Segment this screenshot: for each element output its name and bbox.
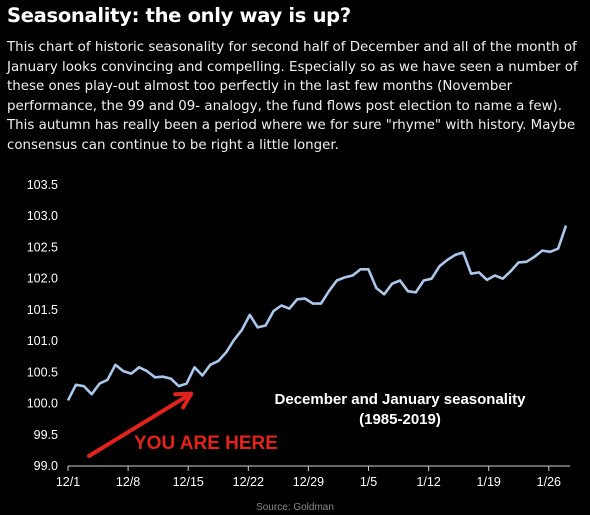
x-tick-label: 12/22 [233, 475, 264, 489]
headline: Seasonality: the only way is up? [7, 4, 351, 27]
x-tick-label: 1/5 [360, 475, 377, 489]
y-tick-label: 101.5 [27, 303, 58, 317]
y-tick-label: 102.0 [27, 272, 58, 286]
y-tick-label: 102.5 [27, 240, 58, 254]
y-tick-label: 99.5 [34, 428, 58, 442]
chart-svg: 103.5 103.0 102.5 102.0 101.5 101.0 100.5 100.0… [27, 178, 570, 513]
x-tick-label: 12/8 [116, 475, 140, 489]
x-tick-label: 12/1 [56, 475, 80, 489]
y-tick-label: 101.0 [27, 334, 58, 348]
x-tick-label: 1/26 [537, 475, 561, 489]
x-tick-label: 1/12 [416, 475, 440, 489]
x-tick-label: 12/15 [173, 475, 204, 489]
source-label: Source: Goldman [256, 502, 334, 513]
body-text: This chart of historic seasonality for s… [7, 40, 578, 153]
you-are-here-arrow [87, 391, 194, 458]
y-tick-label: 100.5 [27, 365, 58, 379]
x-tick-label: 1/19 [477, 475, 501, 489]
y-tick-label: 100.0 [27, 397, 58, 411]
x-axis-ticks: 12/1 12/8 12/15 12/22 12/29 1/5 1/12 1/19 1/26 [56, 466, 561, 489]
series-line [66, 225, 568, 401]
x-tick-label: 12/29 [293, 475, 324, 489]
y-tick-label: 99.0 [34, 459, 58, 473]
seasonality-chart: 103.5 103.0 102.5 102.0 101.5 101.0 100.5 100.0… [0, 160, 590, 515]
y-axis-ticks: 103.5 103.0 102.5 102.0 101.5 101.0 100.5 100.0… [27, 178, 58, 473]
annotation-line1: December and January seasonality [275, 391, 527, 408]
y-tick-label: 103.0 [27, 209, 58, 223]
annotation-line2: (1985-2019) [359, 411, 441, 428]
y-tick-label: 103.5 [27, 178, 58, 192]
you-are-here-label: YOU ARE HERE [134, 433, 278, 454]
